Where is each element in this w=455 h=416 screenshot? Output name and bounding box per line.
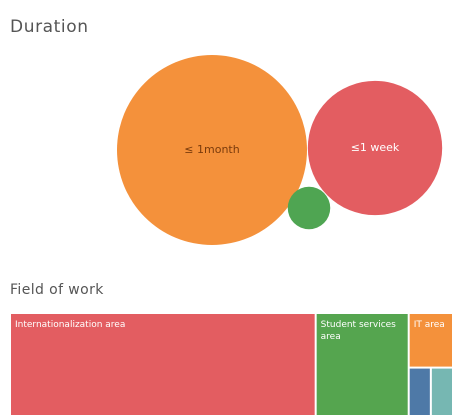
treemap-label-box: Internationalization area: [15, 320, 126, 330]
treemap-label: IT area: [413, 320, 445, 330]
bubble: [117, 55, 307, 245]
treemap-label-box: Student services area: [320, 320, 396, 342]
treemap-cell: [408, 367, 431, 416]
treemap-cell: [430, 367, 454, 416]
treemap-label: Internationalization area: [15, 320, 126, 330]
treemap-cell: [315, 313, 409, 416]
bubble-label: ≤ 1month: [184, 143, 239, 156]
bubble-label: ≤1 week: [351, 141, 400, 154]
bubble: [287, 186, 331, 230]
bubble: [307, 80, 443, 216]
chart-title: Duration: [10, 17, 89, 37]
treemap-cell: [408, 313, 454, 368]
treemap-cell: [10, 313, 316, 416]
treemap-label-box: IT area: [413, 320, 445, 330]
chart-title: Field of work: [10, 282, 104, 298]
treemap-label: Student services area: [320, 320, 396, 342]
